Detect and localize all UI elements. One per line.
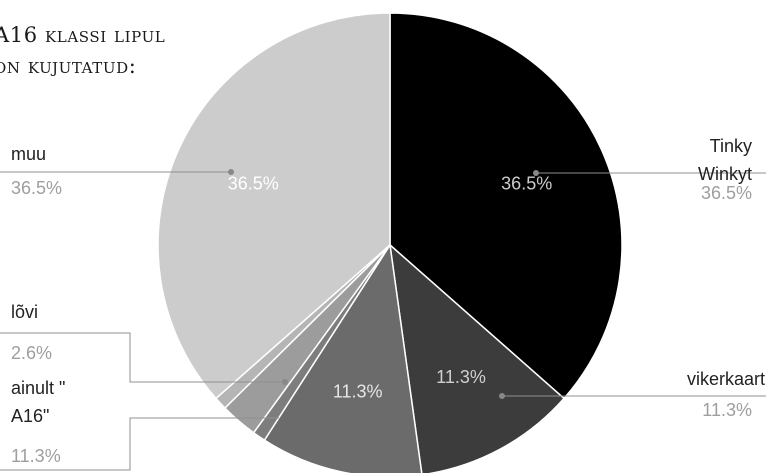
label-ainult-a16-percent: 11.3%	[11, 446, 61, 466]
label-muu: muu	[11, 144, 46, 164]
pie-slice-6	[157, 12, 391, 400]
pie-slice-0	[389, 12, 623, 400]
leader-dot-vikerkaart	[499, 393, 505, 399]
label-tinky-winkyt-line-1: Tinky	[710, 136, 752, 156]
chart-title: A16 klassi lipul on kujutatud:	[0, 20, 165, 82]
chart-title-line-2: on kujutatud:	[0, 54, 137, 78]
pie-inside-label-0: 36.5%	[501, 173, 552, 193]
pie-inside-label-1: 11.3%	[436, 367, 486, 387]
pie-slice-2	[263, 242, 423, 473]
leader-dot-lovi	[282, 379, 288, 385]
chart-title-line-1: A16 klassi lipul	[0, 23, 166, 47]
pie-slice-1	[388, 243, 566, 473]
pie-slices	[157, 12, 623, 473]
leader-line-lovi	[0, 332, 285, 383]
label-vikerkaart-percent: 11.3%	[702, 400, 752, 420]
label-muu-percent: 36.5%	[11, 178, 62, 198]
leader-dot-tinky-winkyt	[533, 170, 539, 176]
leader-dots	[228, 169, 539, 399]
pie-inside-label-2: 11.3%	[333, 382, 383, 402]
label-lovi-percent: 2.6%	[11, 343, 52, 363]
label-ainult-a16-line-1: ainult "	[11, 378, 65, 398]
label-tinky-winkyt-percent: 36.5%	[701, 183, 752, 203]
outside-labels: Tinky Winkyt 36.5% vikerkaart 11.3% muu …	[11, 136, 765, 466]
leader-lines	[0, 171, 766, 471]
pie-inside-labels: 36.5% 11.3% 11.3% 36.5%	[228, 173, 552, 401]
label-vikerkaart: vikerkaart	[687, 369, 765, 389]
label-tinky-winkyt-line-2: Winkyt	[698, 164, 752, 184]
label-ainult-a16-line-2: A16"	[11, 406, 49, 426]
leader-line-ainult-a16	[0, 417, 279, 471]
leader-dot-muu	[228, 169, 234, 175]
label-lovi: lõvi	[11, 302, 38, 322]
pie-inside-label-6: 36.5%	[228, 173, 279, 193]
